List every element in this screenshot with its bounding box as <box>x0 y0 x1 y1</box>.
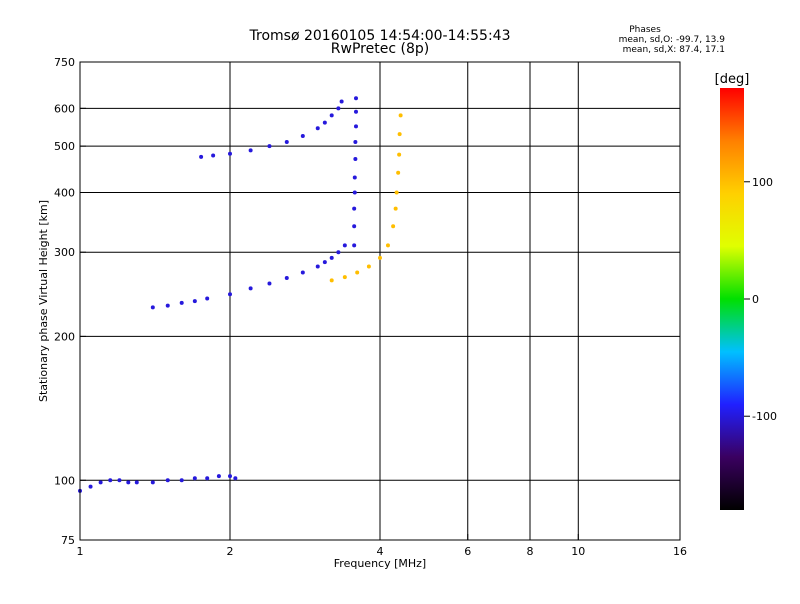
echo-point <box>342 275 347 280</box>
echo-point <box>233 476 238 481</box>
x-tick-label: 2 <box>227 545 234 558</box>
echo-point <box>352 175 357 180</box>
x-tick-label: 16 <box>673 545 687 558</box>
echo-point <box>98 480 103 485</box>
echo-point <box>394 190 399 195</box>
echo-point <box>396 170 401 175</box>
echo-point <box>352 190 357 195</box>
echo-point <box>228 474 232 479</box>
echo-point <box>315 126 320 131</box>
echo-point <box>205 296 210 301</box>
echo-point <box>329 113 334 118</box>
echo-point <box>336 106 341 111</box>
echo-point <box>165 478 170 483</box>
data-points <box>78 96 403 493</box>
colorbar-tick-label: 100 <box>752 176 773 189</box>
echo-point <box>329 255 334 260</box>
echo-point <box>322 260 327 265</box>
echo-point <box>397 152 402 157</box>
echo-point <box>300 270 305 275</box>
echo-point <box>150 305 155 310</box>
echo-point <box>248 148 253 153</box>
echo-point <box>353 124 358 129</box>
echo-point <box>284 275 289 280</box>
echo-point <box>165 303 170 308</box>
echo-point <box>126 480 131 485</box>
echo-point <box>88 484 93 489</box>
y-tick-label: 400 <box>54 186 75 199</box>
y-tick-label: 75 <box>61 534 75 547</box>
y-axis-ticks: 75 100 200 300 400 500 600 750 <box>54 56 86 547</box>
echo-point <box>192 299 197 304</box>
colorbar <box>720 88 744 510</box>
x-axis-ticks: 1 2 4 6 8 10 16 <box>77 534 687 558</box>
y-tick-label: 750 <box>54 56 75 69</box>
y-tick-label: 200 <box>54 330 75 343</box>
colorbar-tick-label: -100 <box>752 410 777 423</box>
echo-point <box>228 292 232 297</box>
x-tick-label: 8 <box>527 545 534 558</box>
echo-point <box>352 206 357 211</box>
echo-point <box>205 476 210 481</box>
echo-point <box>108 478 113 483</box>
echo-point <box>315 264 320 269</box>
y-axis-label: Stationary phase Virtual Height [km] <box>37 200 50 402</box>
echo-point <box>339 99 344 104</box>
echo-point <box>353 157 358 162</box>
echo-point <box>397 132 402 137</box>
echo-point <box>179 300 184 305</box>
x-tick-label: 4 <box>377 545 384 558</box>
echo-point <box>199 154 204 159</box>
echo-point <box>228 151 232 156</box>
echo-point <box>216 474 221 479</box>
echo-point <box>398 113 403 118</box>
phase-stats-x: mean, sd,X: 87.4, 17.1 <box>623 45 725 55</box>
chart-subtitle: RwPretec (8p) <box>331 41 429 57</box>
echo-point <box>366 264 371 269</box>
echo-point <box>352 224 357 229</box>
echo-point <box>267 144 272 149</box>
echo-point <box>134 480 139 485</box>
y-tick-label: 300 <box>54 246 75 259</box>
echo-point <box>179 478 184 483</box>
echo-point <box>192 476 197 481</box>
x-axis-label: Frequency [MHz] <box>334 557 426 570</box>
echo-point <box>284 140 289 145</box>
y-tick-label: 500 <box>54 140 75 153</box>
echo-point <box>267 281 272 286</box>
echo-point <box>378 255 382 260</box>
echo-point <box>117 478 122 483</box>
echo-point <box>329 278 334 283</box>
phases-heading: Phases <box>629 25 661 35</box>
colorbar-ticks: 100 0 -100 <box>744 176 777 423</box>
echo-point <box>300 134 305 139</box>
echo-point <box>352 243 357 248</box>
echo-point <box>391 224 396 229</box>
echo-point <box>393 206 398 211</box>
phase-stats-o: mean, sd,O: -99.7, 13.9 <box>619 35 726 45</box>
colorbar-label: [deg] <box>715 72 750 87</box>
echo-point <box>353 140 358 145</box>
echo-point <box>353 109 358 114</box>
y-tick-label: 600 <box>54 102 75 115</box>
echo-point <box>336 250 341 255</box>
echo-point <box>342 243 347 248</box>
echo-point <box>248 286 253 291</box>
x-tick-label: 6 <box>464 545 471 558</box>
echo-point <box>211 153 216 158</box>
x-tick-label: 1 <box>77 545 84 558</box>
chart-title: Tromsø 20160105 14:54:00-14:55:43 <box>249 28 511 44</box>
echo-point <box>385 243 390 248</box>
y-tick-label: 100 <box>54 474 75 487</box>
colorbar-tick-label: 0 <box>752 293 759 306</box>
echo-point <box>150 480 155 485</box>
x-tick-label: 10 <box>571 545 585 558</box>
grid-lines <box>80 62 680 540</box>
echo-point <box>322 120 327 125</box>
echo-point <box>355 270 360 275</box>
echo-point <box>353 96 358 101</box>
